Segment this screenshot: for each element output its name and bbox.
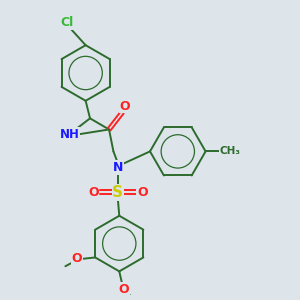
Text: O: O: [118, 283, 129, 296]
Text: S: S: [112, 185, 123, 200]
Text: O: O: [72, 252, 83, 266]
Text: O: O: [88, 186, 99, 199]
Text: Cl: Cl: [60, 16, 73, 29]
Text: N: N: [112, 161, 123, 174]
Text: NH: NH: [60, 128, 80, 141]
Text: CH₃: CH₃: [219, 146, 240, 156]
Text: O: O: [137, 186, 148, 199]
Text: O: O: [119, 100, 130, 112]
